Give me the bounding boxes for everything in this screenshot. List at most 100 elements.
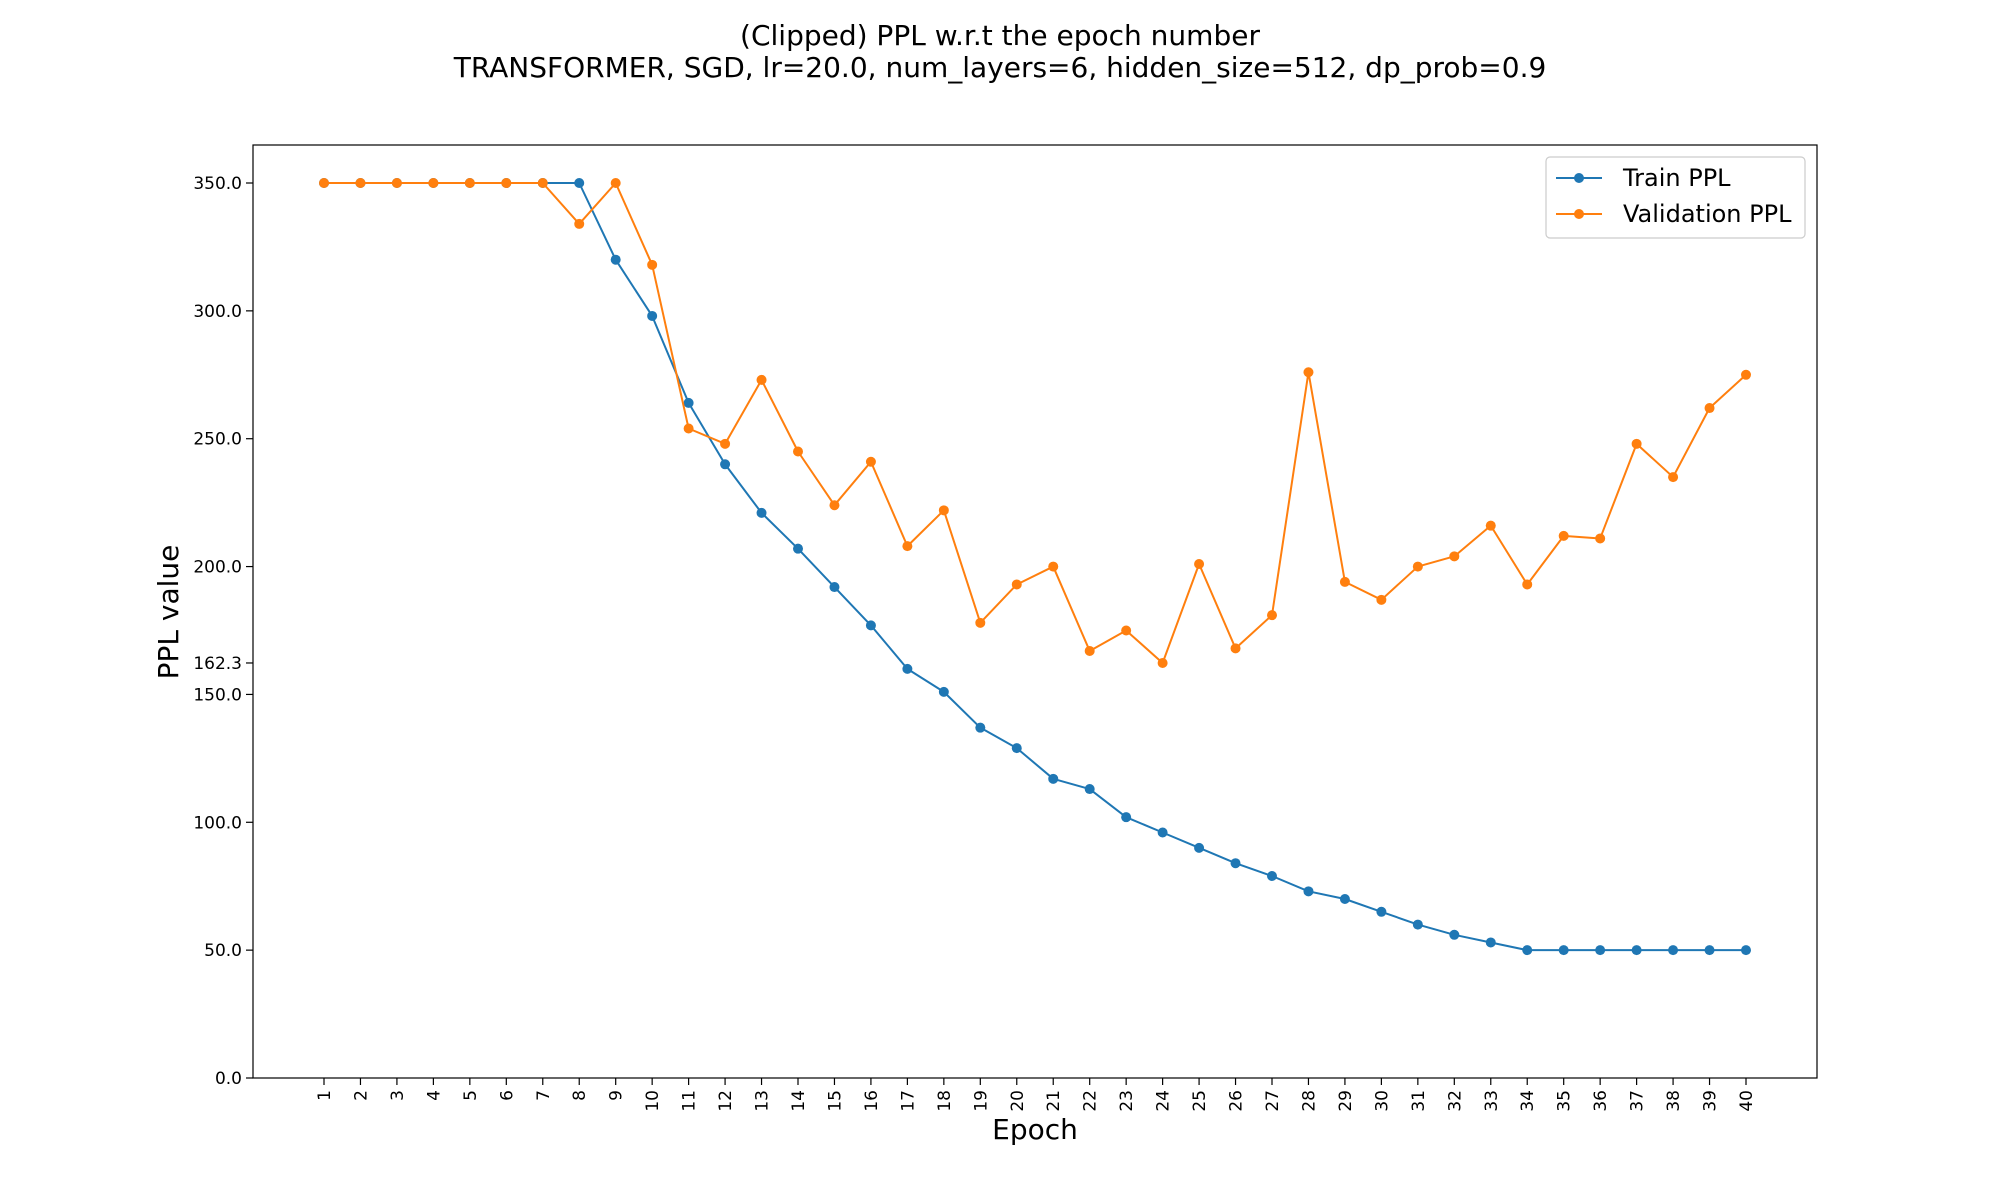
- validation-point: [574, 218, 585, 229]
- x-tick-label: 18: [935, 1090, 955, 1112]
- train-point: [1704, 945, 1715, 956]
- legend-box: [1545, 156, 1806, 239]
- x-tick-label: 26: [1227, 1090, 1247, 1112]
- validation-point: [1449, 551, 1460, 562]
- x-tick-label: 33: [1482, 1090, 1502, 1112]
- legend: Train PPL Validation PPL: [1545, 156, 1806, 239]
- validation-point: [610, 178, 621, 188]
- validation-point: [647, 259, 658, 270]
- train-point: [574, 178, 585, 188]
- y-tick-label: 200.0: [193, 558, 242, 578]
- x-tick-label: 9: [607, 1090, 627, 1101]
- x-tick-label: 1: [315, 1090, 335, 1101]
- y-axis: 0.0 50.0 100.0 150.0 162.3 200.0 250.0 300.0 350…: [193, 174, 253, 1089]
- validation-point: [975, 617, 986, 628]
- y-tick-label: 0.0: [215, 1069, 242, 1089]
- train-point: [902, 663, 913, 674]
- validation-point: [464, 178, 475, 188]
- validation-point: [1230, 643, 1241, 654]
- x-tick-label: 24: [1154, 1090, 1174, 1112]
- validation-point: [501, 178, 512, 188]
- x-tick-label: 7: [534, 1090, 554, 1101]
- train-point: [1631, 945, 1642, 956]
- validation-point: [938, 505, 949, 516]
- validation-point: [902, 541, 913, 552]
- validation-point: [428, 178, 439, 188]
- validation-point: [1267, 610, 1277, 621]
- x-tick-label: 23: [1117, 1090, 1137, 1112]
- validation-point: [1485, 520, 1496, 531]
- y-tick-label: 162.3: [193, 654, 242, 674]
- x-tick-label: 4: [424, 1090, 444, 1101]
- plot-frame: [252, 144, 1818, 1079]
- train-point: [1303, 886, 1314, 897]
- validation-point: [1376, 594, 1387, 605]
- train-point: [610, 254, 621, 265]
- x-tick-label: 31: [1409, 1090, 1429, 1112]
- train-point: [1084, 784, 1095, 795]
- x-tick-label: 37: [1628, 1090, 1648, 1112]
- x-tick-label: 27: [1263, 1090, 1283, 1112]
- train-point: [683, 397, 694, 408]
- series-line-validation: [324, 182, 1747, 664]
- x-tick-label: 22: [1081, 1090, 1101, 1112]
- validation-point: [1522, 579, 1533, 590]
- train-point: [1048, 773, 1059, 784]
- y-tick-label: 100.0: [193, 813, 242, 833]
- plot-area: [319, 178, 1751, 956]
- validation-point: [1303, 367, 1314, 378]
- validation-point: [1741, 369, 1751, 380]
- x-tick-label: 19: [971, 1090, 991, 1112]
- train-point: [1412, 919, 1423, 930]
- train-point: [975, 722, 986, 733]
- validation-point: [537, 178, 548, 188]
- validation-point: [793, 446, 803, 457]
- y-tick-label: 300.0: [193, 302, 242, 322]
- train-point: [1485, 937, 1496, 948]
- x-tick-label: 15: [825, 1090, 845, 1112]
- legend-validation-marker: [1574, 209, 1584, 219]
- x-tick-label: 12: [716, 1090, 736, 1112]
- y-tick-label: 150.0: [193, 685, 242, 705]
- validation-point: [1412, 561, 1423, 572]
- train-point: [1339, 894, 1350, 904]
- validation-point: [1194, 559, 1205, 570]
- x-tick-label: 16: [862, 1090, 882, 1112]
- chart-subtitle: TRANSFORMER, SGD, lr=20.0, num_layers=6,…: [453, 51, 1547, 84]
- x-tick-label: 35: [1555, 1090, 1575, 1112]
- validation-point: [1558, 530, 1569, 541]
- x-tick-label: 20: [1008, 1090, 1028, 1112]
- x-axis-label: Epoch: [992, 1113, 1078, 1146]
- train-point: [756, 507, 767, 518]
- train-point: [1741, 945, 1751, 956]
- x-tick-label: 40: [1737, 1090, 1757, 1112]
- train-point: [793, 543, 803, 554]
- validation-point: [1084, 645, 1095, 656]
- x-tick-label: 14: [789, 1090, 809, 1112]
- x-tick-label: 21: [1044, 1090, 1064, 1112]
- train-point: [720, 459, 731, 470]
- train-point: [829, 582, 840, 593]
- validation-point: [1595, 533, 1606, 544]
- train-point: [1121, 812, 1132, 823]
- train-point: [1558, 945, 1569, 956]
- x-tick-label: 32: [1445, 1090, 1465, 1112]
- series-line-train: [324, 182, 1746, 952]
- train-point: [1595, 945, 1606, 956]
- x-tick-label: 29: [1336, 1090, 1356, 1112]
- validation-point: [865, 456, 876, 467]
- y-tick-label: 50.0: [204, 941, 242, 961]
- x-tick-label: 6: [497, 1090, 517, 1101]
- train-point: [1194, 842, 1205, 853]
- validation-point: [391, 178, 402, 188]
- x-tick-label: 30: [1372, 1090, 1392, 1112]
- train-point: [1230, 858, 1241, 869]
- y-tick-label: 250.0: [193, 430, 242, 450]
- x-tick-label: 13: [753, 1090, 773, 1112]
- x-axis: 1 2 3 4 5 6 7 8 9 10 11 12 13 14 15 16 17 18 19 20 21 22 23 24 2…: [315, 1078, 1757, 1112]
- validation-point: [756, 374, 767, 385]
- x-tick-label: 10: [643, 1090, 663, 1112]
- x-tick-label: 28: [1299, 1090, 1319, 1112]
- x-tick-label: 39: [1701, 1090, 1721, 1112]
